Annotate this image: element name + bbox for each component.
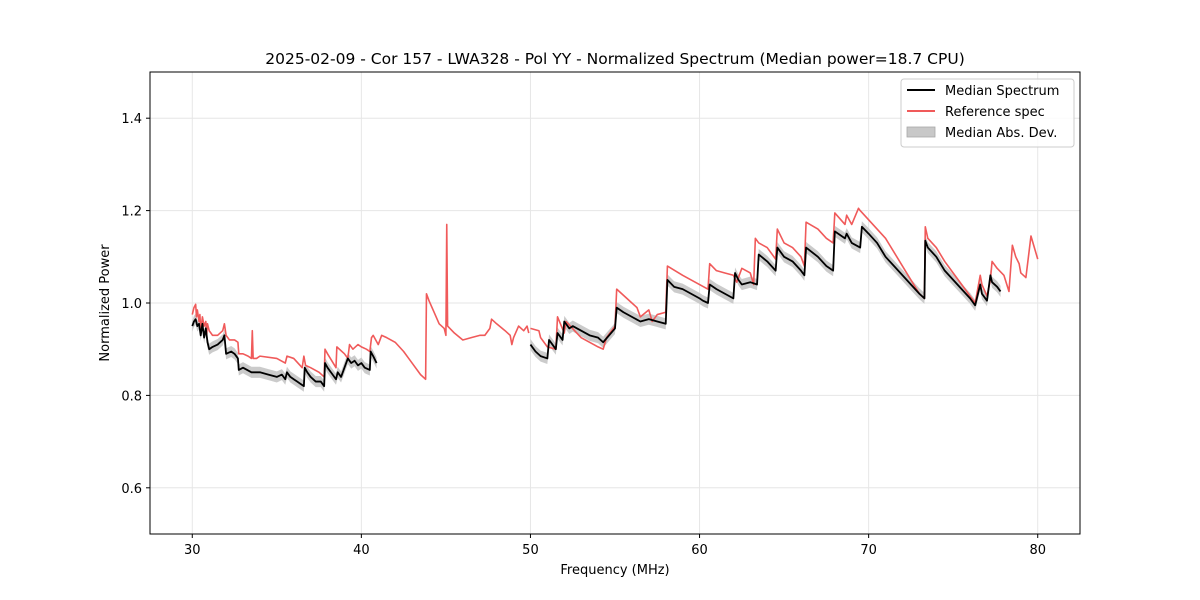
legend-label-mad: Median Abs. Dev. <box>945 126 1057 141</box>
legend-label-reference: Reference spec <box>945 105 1045 120</box>
series-layer <box>191 207 1039 388</box>
chart-title: 2025-02-09 - Cor 157 - LWA328 - Pol YY -… <box>265 50 965 68</box>
x-axis-label: Frequency (MHz) <box>560 563 669 578</box>
y-tick-label: 1.0 <box>121 297 142 312</box>
y-tick-label: 0.8 <box>121 389 142 404</box>
y-axis: 0.6 0.8 1.0 1.2 1.4 <box>121 112 150 497</box>
median-spectrum-line <box>529 225 1002 360</box>
legend: Median Spectrum Reference spec Median Ab… <box>900 78 1075 148</box>
reference-spec-line <box>530 207 1039 351</box>
y-axis-label: Normalized Power <box>98 244 113 362</box>
reference-spec-line <box>191 223 530 381</box>
x-tick-label: 30 <box>184 543 201 558</box>
grid-lines <box>150 72 1080 534</box>
legend-swatch-mad <box>906 126 936 138</box>
y-tick-label: 1.2 <box>121 205 142 220</box>
median-spectrum-line <box>191 318 378 388</box>
y-tick-label: 0.6 <box>121 482 142 497</box>
x-tick-label: 60 <box>691 543 708 558</box>
x-tick-label: 70 <box>860 543 877 558</box>
x-tick-label: 40 <box>353 543 370 558</box>
legend-label-median: Median Spectrum <box>945 84 1059 99</box>
x-tick-label: 80 <box>1029 543 1046 558</box>
legend-box <box>900 78 1075 148</box>
x-axis: 30 40 50 60 70 80 <box>184 534 1046 558</box>
mad-band <box>530 221 1001 364</box>
y-tick-label: 1.4 <box>121 112 142 127</box>
x-tick-label: 50 <box>522 543 539 558</box>
